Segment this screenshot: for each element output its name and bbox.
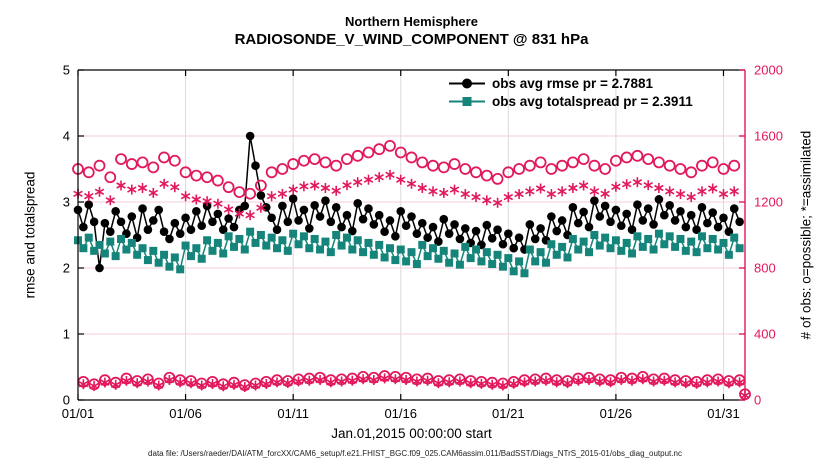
svg-text:1600: 1600 [754,129,783,144]
svg-text:0: 0 [754,393,761,408]
svg-text:800: 800 [754,261,776,276]
y-axis-label-left: rmse and totalspread [22,171,38,299]
plot-title-line2: RADIOSONDE_V_WIND_COMPONENT @ 831 hPa [234,31,589,48]
legend-label-rmse: obs avg rmse pr = 2.7881 [492,76,653,91]
rmse-marker-icon [449,78,485,89]
y-axis-label-right: # of obs: o=possible; *=assimilated [798,130,814,340]
svg-text:01/21: 01/21 [492,406,525,421]
totalspread-marker-icon [449,97,485,106]
plot-title-line1: Northern Hemisphere [345,14,478,29]
svg-text:1200: 1200 [754,195,783,210]
series-totalspread [74,227,744,278]
legend-entry-totalspread: obs avg totalspread pr = 2.3911 [447,94,693,109]
svg-text:3: 3 [63,195,70,210]
series-rmse [73,131,744,273]
svg-text:2000: 2000 [754,63,783,78]
svg-text:4: 4 [63,129,70,144]
svg-text:5: 5 [63,63,70,78]
svg-text:01/16: 01/16 [384,406,417,421]
axes-layer: 0 1 2 3 4 5 0 400 800 1200 1600 2000 01/01 01/06 01/11… [62,63,783,422]
svg-text:0: 0 [63,393,70,408]
svg-text:2: 2 [63,261,70,276]
data-file-path: data file: /Users/raeder/DAI/ATM_forcXX/… [148,449,682,458]
svg-text:01/31: 01/31 [707,406,740,421]
series-assimilated-count [73,169,750,401]
legend-entry-rmse: obs avg rmse pr = 2.7881 [447,76,693,91]
legend-label-totalspread: obs avg totalspread pr = 2.3911 [492,94,693,109]
svg-text:400: 400 [754,327,776,342]
grid-layer [78,70,745,400]
svg-text:01/11: 01/11 [277,406,309,421]
svg-text:01/01: 01/01 [62,406,95,421]
legend: obs avg rmse pr = 2.7881 obs avg totalsp… [447,76,693,109]
svg-text:01/06: 01/06 [169,406,202,421]
svg-text:01/26: 01/26 [600,406,633,421]
svg-text:1: 1 [63,327,70,342]
x-axis-label: Jan.01,2015 00:00:00 start [331,426,492,441]
